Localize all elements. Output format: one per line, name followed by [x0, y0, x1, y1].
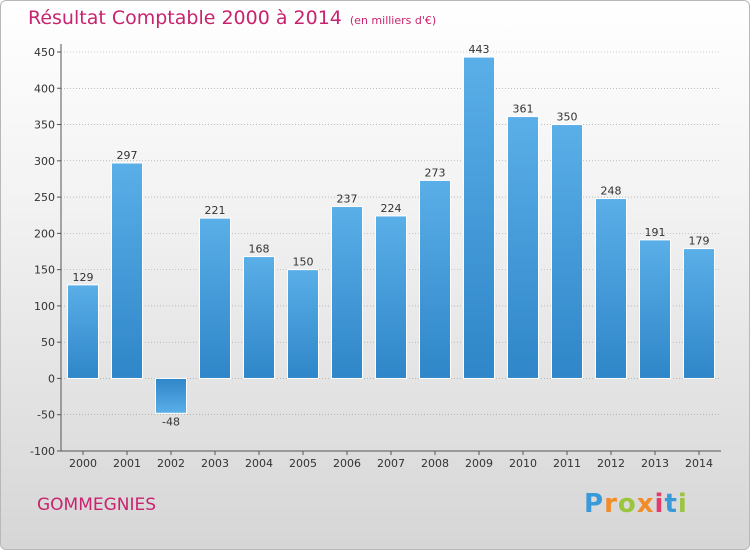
y-tick-label: 200 — [34, 227, 55, 240]
x-tick-label: 2011 — [553, 457, 581, 470]
data-label: 168 — [249, 243, 270, 256]
y-tick-label: 100 — [34, 300, 55, 313]
logo-letter: x — [636, 489, 655, 519]
chart-title-text: Résultat Comptable 2000 à 2014 — [28, 7, 342, 29]
y-tick-label: 300 — [34, 155, 55, 168]
logo-letter: i — [654, 489, 665, 519]
bar-2003 — [199, 217, 231, 379]
bar-2014 — [683, 248, 715, 379]
proxiti-logo: Proxiti — [584, 489, 688, 519]
bar-2011 — [551, 124, 583, 379]
y-tick-label: 450 — [34, 46, 55, 59]
y-tick-label: 350 — [34, 119, 55, 132]
data-label: 350 — [557, 111, 578, 124]
bar-2012 — [595, 198, 627, 379]
data-label: 443 — [469, 43, 490, 56]
bar-2013 — [639, 239, 671, 379]
logo-letter: i — [677, 489, 688, 519]
y-tick-label: 150 — [34, 264, 55, 277]
chart-title: Résultat Comptable 2000 à 2014 (en millie… — [28, 7, 436, 29]
y-tick-label: -50 — [37, 409, 55, 422]
y-tick-label: 400 — [34, 82, 55, 95]
data-label: 224 — [381, 202, 402, 215]
data-labels: 129 297 -48 221 168 150 237 224 273 443 361 350 248 1… — [73, 43, 710, 428]
bar-2009 — [463, 56, 495, 379]
logo-letter: t — [664, 489, 678, 519]
x-tick-label: 2007 — [377, 457, 405, 470]
x-tick-label: 2014 — [685, 457, 713, 470]
bar-2007 — [375, 215, 407, 379]
logo-letter: r — [604, 489, 618, 519]
bar-2008 — [419, 179, 451, 379]
data-label: 150 — [293, 256, 314, 269]
y-tick-label: 50 — [41, 336, 55, 349]
x-tick-label: 2004 — [245, 457, 273, 470]
data-label: 361 — [513, 103, 534, 116]
x-tick-label: 2008 — [421, 457, 449, 470]
x-tick-label: 2009 — [465, 457, 493, 470]
y-tick-label: -100 — [30, 445, 55, 458]
data-label: 297 — [117, 149, 138, 162]
x-tick-label: 2010 — [509, 457, 537, 470]
bar-2006 — [331, 206, 363, 379]
x-tick-label: 2002 — [157, 457, 185, 470]
axes: -100 -50 0 50 100 150 200 250 300 350 400 450 2000 20… — [30, 44, 721, 470]
x-tick-label: 2000 — [69, 457, 97, 470]
data-label: 129 — [73, 271, 94, 284]
bar-2010 — [507, 116, 539, 379]
bar-2000 — [67, 284, 99, 379]
y-tick-label: 250 — [34, 191, 55, 204]
data-label: 248 — [601, 185, 622, 198]
data-label: -48 — [162, 415, 180, 428]
bar-2004 — [243, 256, 275, 379]
data-label: 221 — [205, 204, 226, 217]
logo-letter: P — [584, 489, 605, 519]
chart-subtitle: (en milliers d'€) — [349, 14, 437, 27]
data-label: 191 — [645, 226, 666, 239]
bar-2005 — [287, 269, 319, 379]
data-label: 273 — [425, 166, 446, 179]
y-tick-label: 0 — [48, 372, 55, 385]
x-tick-label: 2005 — [289, 457, 317, 470]
x-tick-label: 2006 — [333, 457, 361, 470]
bars — [67, 56, 715, 414]
data-label: 179 — [689, 235, 710, 248]
x-tick-label: 2001 — [113, 457, 141, 470]
data-label: 237 — [337, 193, 358, 206]
bar-2001 — [111, 162, 143, 379]
x-tick-label: 2013 — [641, 457, 669, 470]
logo-letter: o — [617, 489, 637, 519]
x-tick-label: 2012 — [597, 457, 625, 470]
bar-2002 — [155, 377, 187, 414]
x-tick-label: 2003 — [201, 457, 229, 470]
commune-name: GOMMEGNIES — [37, 495, 157, 515]
